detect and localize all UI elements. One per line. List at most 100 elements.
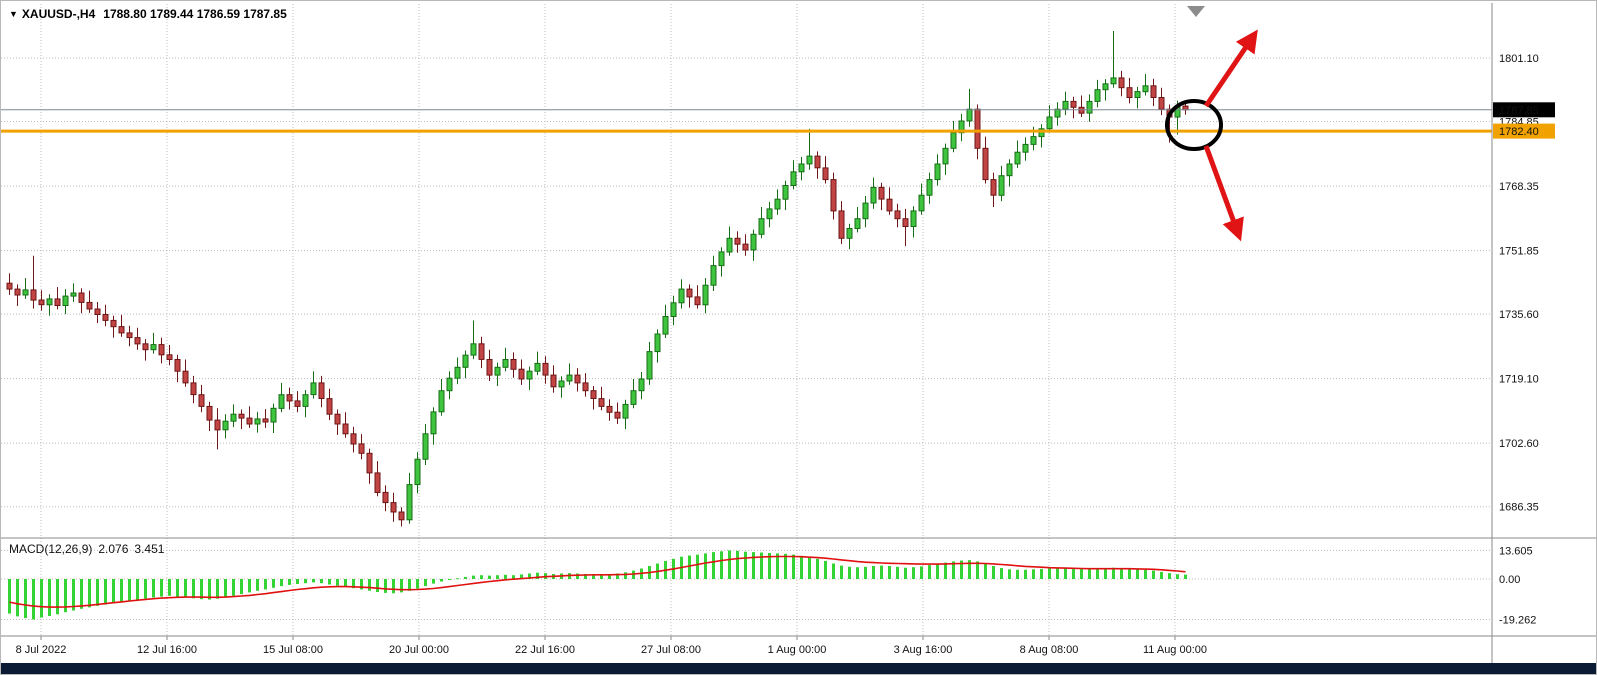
price-axis[interactable]: 1801.101784.851768.351751.851735.601719.… (1499, 53, 1539, 627)
macd-bar (1056, 568, 1059, 579)
macd-bar (1008, 569, 1011, 579)
macd-bar (1000, 568, 1003, 579)
macd-histogram (8, 550, 1187, 620)
macd-bar (864, 566, 867, 579)
bear-candle (902, 218, 909, 227)
macd-bar (1160, 571, 1163, 579)
macd-bar (1032, 569, 1035, 579)
bear-candle (374, 472, 381, 493)
macd-bar (576, 573, 579, 579)
ohlc-values: 1788.80 1789.44 1786.59 1787.85 (103, 7, 287, 21)
macd-bar (584, 574, 587, 579)
bull-candle (910, 210, 917, 227)
macd-bar (160, 579, 163, 597)
macd-bar (400, 579, 403, 593)
bull-candle (950, 132, 957, 149)
arrow-down-annotation[interactable] (1203, 145, 1244, 242)
candlestick-series[interactable] (6, 31, 1189, 527)
bull-candle (46, 298, 53, 306)
macd-bar (872, 566, 875, 579)
bear-candle (38, 299, 45, 306)
bull-candle (750, 233, 757, 251)
bull-candle (654, 333, 661, 353)
macd-bar (944, 562, 947, 579)
bull-candle (494, 366, 501, 376)
bull-candle (1110, 77, 1117, 85)
macd-bar (304, 579, 307, 584)
bear-candle (134, 337, 141, 345)
bull-candle (150, 344, 157, 351)
macd-bar (696, 554, 699, 579)
grid-lines (1, 4, 1492, 636)
bull-candle (1022, 143, 1029, 153)
macd-main-value: 2.076 (98, 542, 129, 556)
macd-bar (880, 565, 883, 579)
bear-candle (1158, 97, 1165, 110)
macd-bar (184, 579, 187, 598)
bear-candle (878, 186, 885, 200)
macd-bar (952, 561, 955, 579)
circle-annotation[interactable] (1165, 99, 1223, 151)
bear-candle (598, 398, 605, 407)
macd-bar (968, 560, 971, 579)
arrow-up-annotation[interactable] (1203, 29, 1258, 108)
bear-candle (1150, 85, 1157, 99)
macd-bar (384, 579, 387, 593)
bull-candle (790, 171, 797, 187)
bear-candle (110, 319, 117, 328)
bull-candle (862, 202, 869, 220)
bear-candle (342, 423, 349, 435)
bull-candle (414, 458, 421, 486)
bull-candle (1014, 151, 1021, 165)
macd-bar (1144, 569, 1147, 579)
bull-candle (854, 218, 861, 229)
macd-bar (784, 553, 787, 579)
bull-candle (1086, 100, 1093, 114)
bear-candle (478, 343, 485, 360)
symbol-dropdown-icon[interactable]: ▼ (9, 9, 18, 19)
annotations[interactable] (1165, 6, 1258, 242)
bull-candle (462, 354, 469, 368)
macd-bar (976, 561, 979, 579)
time-axis[interactable]: 8 Jul 2022 12 Jul 16:00 15 Jul 08:00 20 Jul… (16, 636, 1207, 656)
bull-candle (782, 185, 789, 200)
bear-candle (142, 343, 149, 351)
time-axis-label: 27 Jul 08:00 (641, 644, 701, 656)
bear-candle (694, 296, 701, 306)
bear-candle (174, 359, 181, 372)
macd-bar (24, 579, 27, 619)
macd-bar (1024, 569, 1027, 579)
macd-bar (1112, 567, 1115, 579)
macd-bar (352, 579, 355, 589)
price-lines[interactable] (1, 109, 1492, 133)
chart-shift-marker-icon[interactable] (1187, 6, 1205, 17)
macd-bar (912, 567, 915, 579)
macd-bar (312, 579, 315, 583)
macd-bar (136, 579, 139, 600)
macd-bar (520, 574, 523, 579)
bull-candle (270, 407, 277, 423)
time-axis-label: 11 Aug 00:00 (1143, 644, 1207, 656)
macd-bar (848, 566, 851, 579)
bull-candle (662, 316, 669, 335)
bear-candle (614, 411, 621, 419)
bear-candle (1126, 87, 1133, 98)
macd-bar (264, 579, 267, 590)
macd-bar (928, 565, 931, 579)
macd-bar (424, 579, 427, 587)
macd-bar (48, 579, 51, 616)
bear-candle (838, 210, 845, 239)
macd-indicator-label: MACD(12,26,9) 2.076 3.451 (9, 542, 170, 556)
price-axis-label: 1719.10 (1499, 374, 1539, 386)
macd-bar (152, 579, 155, 598)
signal-line (9, 555, 1186, 608)
bear-candle (54, 298, 61, 306)
bear-candle (814, 155, 821, 169)
bear-candle (982, 147, 989, 181)
bull-candle (502, 359, 509, 368)
bull-candle (630, 390, 637, 405)
macd-bar (192, 579, 195, 599)
bear-candle (366, 452, 373, 474)
macd-bar (1040, 568, 1043, 579)
